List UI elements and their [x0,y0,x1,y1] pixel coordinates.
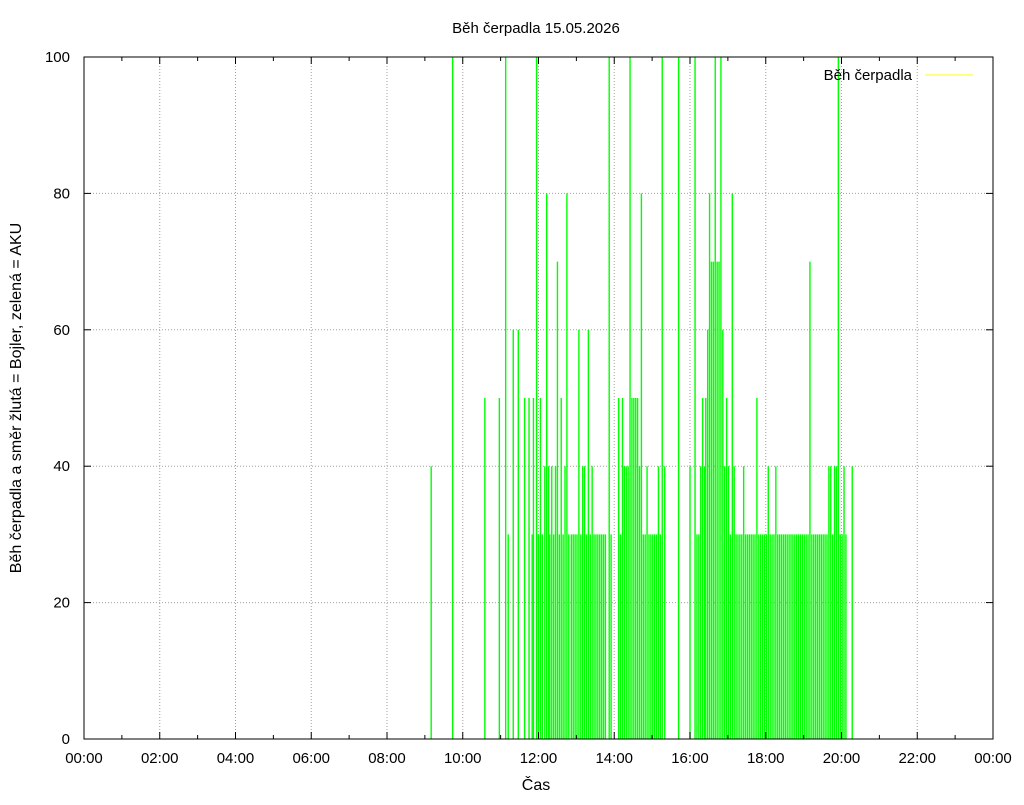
tick-marks [83,56,994,740]
y-tick-label: 40 [53,458,70,475]
chart-title: Běh čerpadla 15.05.2026 [452,20,620,37]
y-tick-labels: 0 20 40 60 80 100 [45,49,70,748]
x-tick-labels: 00:00 02:00 04:00 06:00 08:00 10:00 12:00 14:00… [65,750,1012,767]
y-axis-label: Běh čerpadla a směr žlutá = Bojler, zele… [8,223,25,573]
x-tick-label: 06:00 [292,750,330,767]
x-tick-label: 00:00 [65,750,103,767]
x-tick-label: 20:00 [823,750,861,767]
legend: Běh čerpadla [824,67,973,84]
legend-label: Běh čerpadla [824,67,913,84]
y-tick-label: 80 [53,185,70,202]
x-tick-label: 12:00 [520,750,558,767]
x-tick-label: 14:00 [595,750,633,767]
x-axis-label: Čas [522,775,550,794]
x-tick-label: 04:00 [217,750,255,767]
y-tick-label: 60 [53,322,70,339]
x-tick-label: 02:00 [141,750,179,767]
y-tick-label: 0 [62,731,70,748]
x-tick-label: 10:00 [444,750,482,767]
x-tick-label: 08:00 [368,750,406,767]
x-tick-label: 18:00 [747,750,785,767]
data-bars [430,57,853,739]
x-tick-label: 00:00 [974,750,1012,767]
y-tick-label: 20 [53,595,70,612]
x-tick-label: 22:00 [898,750,936,767]
x-tick-label: 16:00 [671,750,709,767]
y-tick-label: 100 [45,49,70,66]
